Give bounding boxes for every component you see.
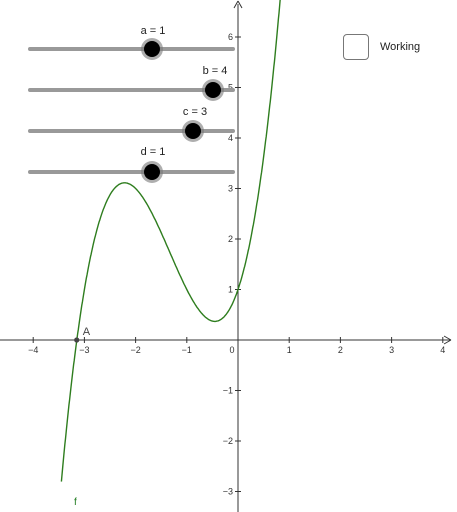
slider-b-track[interactable] (28, 88, 235, 92)
y-tick-label: 3 (228, 184, 233, 194)
x-tick-label: −3 (79, 345, 89, 355)
x-tick-label: −2 (130, 345, 140, 355)
x-tick-label: −4 (28, 345, 38, 355)
slider-b-label: b = 4 (202, 65, 228, 77)
slider-c[interactable]: c = 3 (0, 0, 457, 139)
slider-b[interactable]: b = 4 (0, 0, 457, 98)
slider-c-knob[interactable] (185, 123, 201, 139)
y-tick-label: 2 (228, 234, 233, 244)
slider-a[interactable]: a = 1 (0, 0, 457, 57)
slider-b-knob[interactable] (205, 82, 221, 98)
slider-a-knob[interactable] (144, 41, 160, 57)
y-tick-label: 1 (228, 285, 233, 295)
function-label: f (74, 497, 77, 508)
slider-c-track[interactable] (28, 129, 235, 133)
point-a[interactable] (74, 337, 80, 343)
slider-d-track[interactable] (28, 170, 235, 174)
x-tick-label: 1 (287, 345, 292, 355)
y-tick-label: 5 (228, 83, 233, 93)
slider-d-knob[interactable] (144, 164, 160, 180)
y-axis-arrow (233, 0, 243, 9)
function-curve[interactable] (60, 0, 281, 482)
y-tick-label: −2 (223, 436, 233, 446)
x-tick-label: 0 (229, 345, 234, 355)
y-tick-label: −1 (223, 386, 233, 396)
point-a-label: A (83, 326, 91, 338)
x-axis-arrow (443, 335, 452, 345)
y-tick-label: 6 (228, 32, 233, 42)
slider-c-label: c = 3 (182, 106, 208, 118)
slider-a-track[interactable] (28, 47, 235, 51)
x-tick-label: 4 (440, 345, 445, 355)
x-tick-label: −1 (182, 345, 192, 355)
x-tick-label: 3 (389, 345, 394, 355)
slider-d[interactable]: d = 1 (0, 0, 457, 180)
working-checkbox[interactable] (343, 34, 369, 60)
y-tick-label: −3 (223, 487, 233, 497)
y-tick-label: 4 (228, 133, 233, 143)
slider-a-label: a = 1 (140, 25, 166, 37)
slider-d-label: d = 1 (140, 146, 166, 158)
x-tick-label: 2 (338, 345, 343, 355)
working-checkbox-label: Working (380, 41, 421, 53)
